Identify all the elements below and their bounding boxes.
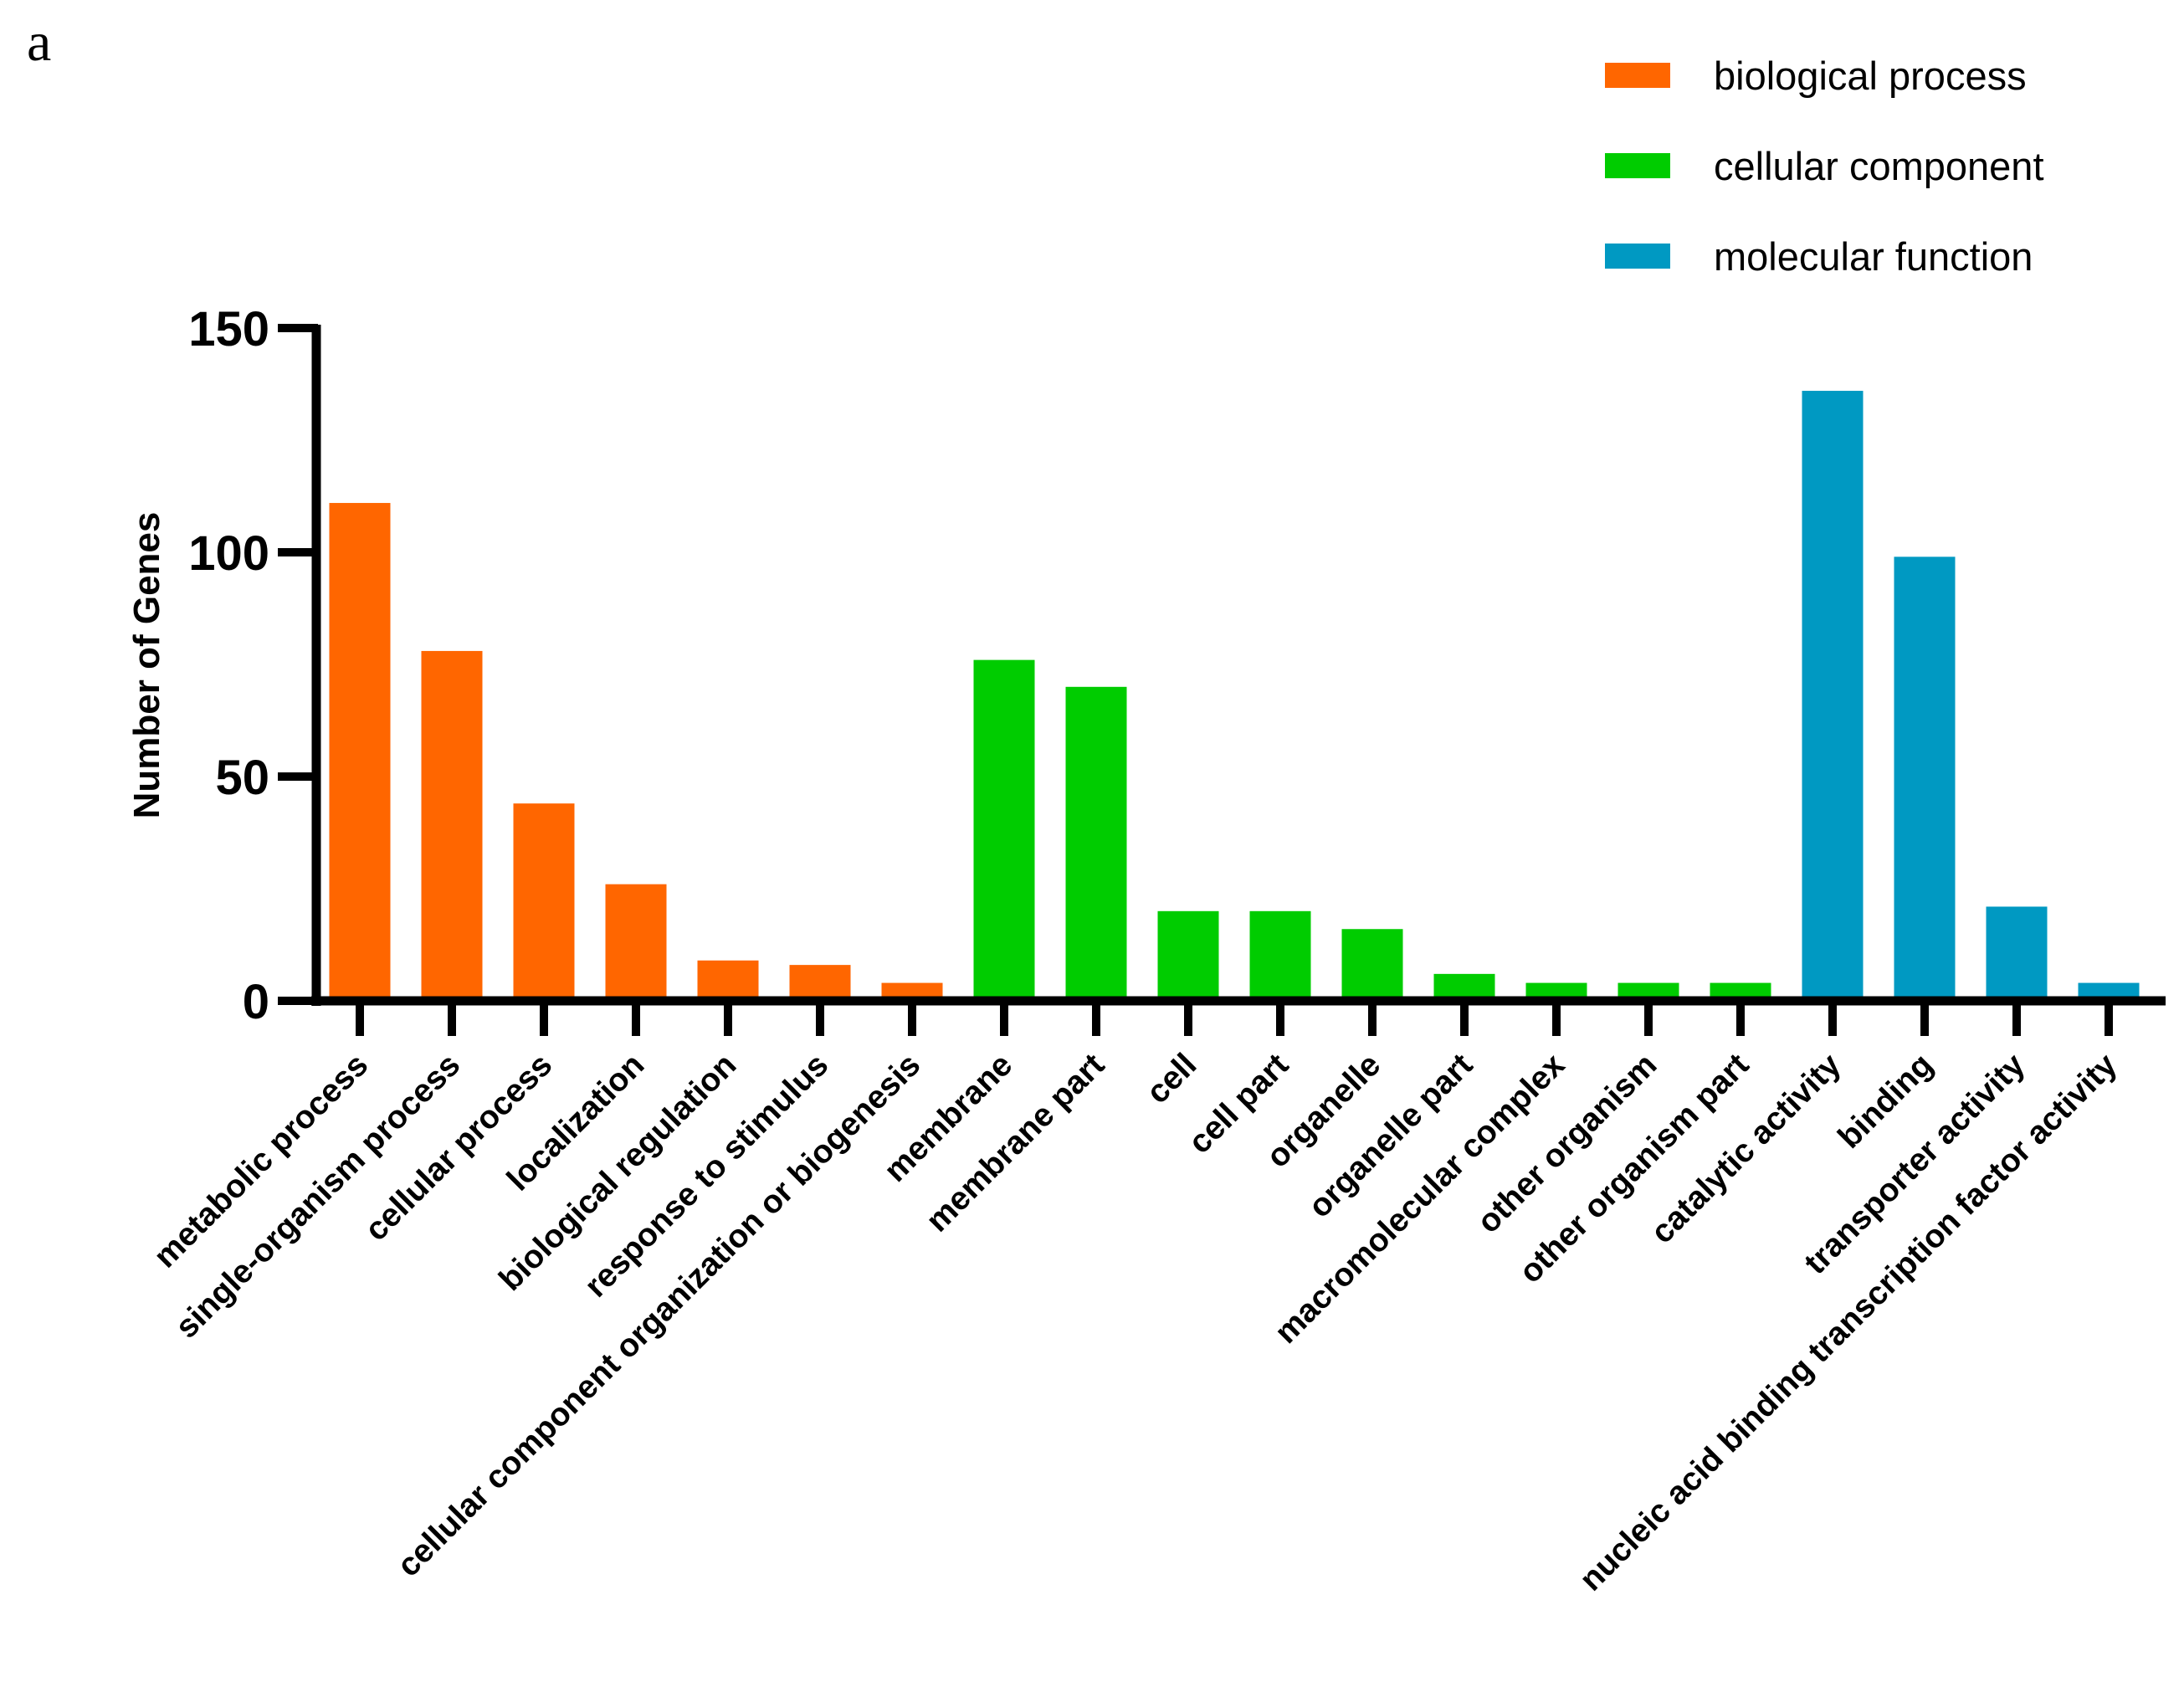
legend-swatch-cc — [1605, 153, 1670, 178]
y-tick-label-3: 150 — [188, 302, 269, 356]
legend: biological process cellular component mole… — [1605, 54, 2044, 279]
bar-2 — [513, 803, 575, 1001]
bars-group — [329, 391, 2140, 1001]
bar-3 — [605, 884, 667, 1001]
bar-18 — [1986, 906, 2048, 1001]
legend-swatch-mf — [1605, 244, 1670, 269]
panel-label: a — [27, 12, 51, 73]
legend-label-bp: biological process — [1714, 54, 2027, 98]
bar-0 — [329, 503, 391, 1001]
legend-label-mf: molecular function — [1714, 234, 2033, 279]
bar-17 — [1894, 556, 1956, 1001]
bar-1 — [421, 650, 483, 1001]
bar-10 — [1249, 910, 1311, 1001]
y-tick-label-2: 100 — [188, 526, 269, 581]
y-tick-label-1: 50 — [215, 751, 269, 805]
bar-8 — [1065, 686, 1127, 1001]
bar-11 — [1341, 929, 1403, 1001]
bar-9 — [1157, 910, 1219, 1001]
y-tick-label-0: 0 — [243, 975, 269, 1029]
y-ticks-group: 0 50 100 150 — [188, 302, 318, 1029]
x-tick-label-12: organelle part — [1302, 1047, 1480, 1225]
legend-swatch-bp — [1605, 63, 1670, 88]
axes-group — [311, 325, 2166, 1006]
x-tick-label-9: cell — [1140, 1047, 1203, 1110]
bar-16 — [1802, 391, 1864, 1001]
y-axis-title: Number of Genes — [126, 512, 167, 819]
bar-7 — [973, 659, 1035, 1001]
legend-label-cc: cellular component — [1714, 144, 2044, 188]
bar-4 — [697, 960, 759, 1001]
bar-5 — [789, 965, 851, 1001]
